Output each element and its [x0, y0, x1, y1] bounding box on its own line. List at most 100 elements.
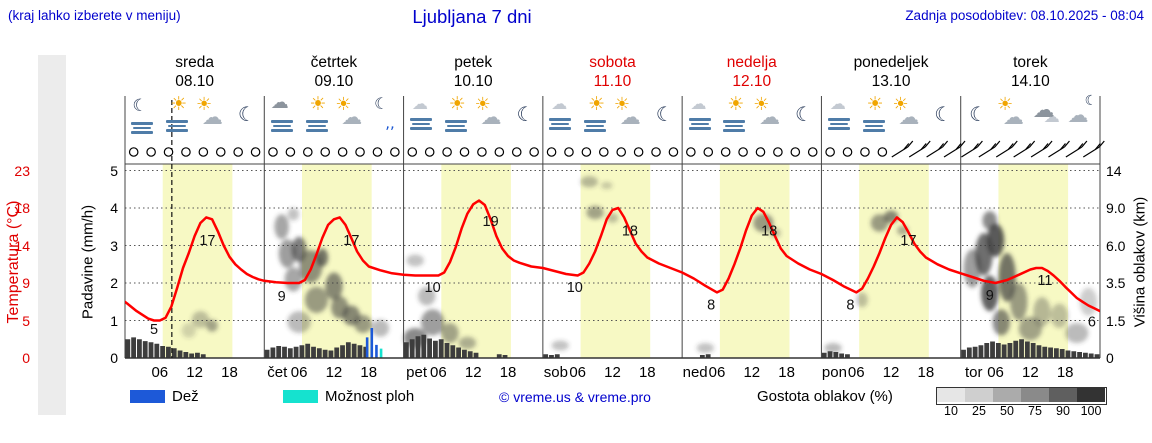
cloud-layer — [181, 176, 1098, 353]
x-axis-hour-label: 12 — [1022, 364, 1039, 381]
cloud-cover-symbol — [842, 147, 853, 157]
wind-barb-icon — [1065, 140, 1088, 158]
weather-icon-moon: ☾ — [648, 98, 682, 138]
glyph: ☁ — [1067, 103, 1089, 127]
day-date: 13.10 — [871, 73, 911, 90]
glyph: ☀ — [309, 93, 327, 115]
cloud-height-tick: 0 — [1106, 350, 1114, 366]
glyph: ☁ — [690, 94, 707, 113]
cloud-density-swatch — [965, 388, 993, 402]
x-axis-hour-label: 06 — [709, 364, 726, 381]
glyph: ☁ — [619, 105, 641, 129]
cloud-height-tick: 9.0 — [1106, 200, 1126, 216]
weather-icon-moon: ☾ — [508, 98, 542, 138]
glyph: ☀ — [727, 93, 745, 115]
x-axis-hour-label: 12 — [743, 364, 760, 381]
weather-icon-fog: ☁ — [822, 96, 856, 138]
cloud-cover-symbol — [459, 147, 470, 157]
x-axis-hour-label: 18 — [778, 364, 795, 381]
weather-icon-fog-sun: ☀ — [160, 93, 194, 138]
cloud-cover-symbol — [773, 147, 783, 157]
cloud-density-swatch — [937, 388, 965, 402]
weather-icon-sun-cloud: ☀ ☁ — [195, 96, 229, 138]
glyph: ☁ — [411, 94, 428, 113]
page-title: Ljubljana 7 dni — [412, 6, 532, 27]
temp-label: 17 — [199, 233, 215, 249]
cloud-cover-symbol — [494, 147, 505, 157]
cloud-density-tick: 50 — [1000, 404, 1014, 418]
plot-frame — [124, 96, 1101, 359]
cloud-cover-symbol — [616, 147, 627, 157]
fog-line — [444, 120, 467, 123]
glyph: ☾ — [655, 102, 674, 126]
x-axis-hour-label: 18 — [500, 364, 517, 381]
weather-icon-sun-cloud: ☀ ☁ — [996, 96, 1030, 138]
cloud-density-tick: 100 — [1080, 404, 1102, 418]
glyph: ☀ — [170, 93, 188, 115]
wind-barb-icon — [943, 140, 966, 158]
day-name: ponedeljek — [853, 54, 929, 71]
fog-line — [305, 120, 328, 123]
x-axis-hour-label: 18 — [1057, 364, 1074, 381]
weather-icon-moon: ☾ — [230, 98, 264, 138]
cloud-cover-symbol — [755, 147, 766, 157]
cloud-cover-symbol — [860, 147, 870, 157]
glyph: ☾ — [516, 102, 535, 126]
cloud-cover-symbol — [598, 147, 609, 157]
glyph: ☀ — [753, 94, 770, 115]
day-name: nedelja — [726, 54, 777, 71]
cloud-cover-symbol — [529, 147, 539, 157]
weather-icon-fog: ☁ — [543, 96, 577, 138]
wind-barb-icon — [978, 140, 1001, 158]
cloud-cover-symbol — [564, 147, 574, 157]
fog-line — [270, 120, 293, 123]
fog-line — [131, 131, 154, 134]
x-axis-hour-label: 18 — [918, 364, 935, 381]
x-axis-hour-label: 06 — [848, 364, 865, 381]
precipitation-tick: 1 — [110, 312, 118, 329]
wind-barb-icon — [961, 140, 983, 158]
fog-line — [862, 129, 885, 132]
fog-line — [444, 129, 467, 132]
glyph: ☁ — [759, 105, 781, 129]
cloud-cover-symbol — [790, 147, 801, 157]
x-axis-day-label: sob — [544, 364, 568, 381]
cloud-cover-symbol — [651, 147, 661, 157]
glyph: ☾ — [969, 102, 988, 126]
weather-icon-fog: ☁ — [683, 94, 717, 138]
weather-icon-sun-cloud: ☀ ☁ — [613, 94, 647, 138]
cloud-cover-symbol — [633, 147, 644, 157]
fog-line — [723, 129, 746, 132]
fog-line — [166, 120, 189, 123]
weather-icon-moon: ☾ — [926, 98, 960, 138]
temperature-tick: 18 — [14, 200, 30, 216]
weather-icon-fog-cloud: ☁ — [265, 94, 299, 138]
weather-icon-fog-sun: ☀ — [857, 95, 891, 138]
cloud-cover-symbol — [686, 147, 696, 157]
temperature-tick: 14 — [14, 237, 30, 254]
weather-icon-sun-cloud: ☀ ☁ — [752, 94, 786, 138]
cloud-cover-symbol — [163, 147, 174, 157]
copyright-link[interactable]: © vreme.us & vreme.pro — [499, 389, 651, 405]
cloud-height-tick: 14 — [1106, 162, 1122, 179]
cloud-density-scale — [936, 387, 1107, 405]
x-axis-day-label: pon — [822, 364, 847, 381]
cloud-height-tick: 1.5 — [1106, 312, 1126, 329]
glyph: ☁ — [898, 105, 920, 129]
weather-icon-fog: ☁ — [404, 94, 438, 138]
weather-icon-fog-sun: ☀ — [578, 95, 612, 138]
temp-label: 5 — [150, 322, 158, 338]
day-header-ponedeljek: ponedeljek 13.10 — [821, 53, 960, 91]
fog-line — [307, 124, 326, 128]
glyph: ☾ — [132, 96, 148, 116]
wind-barb-icon — [995, 140, 1018, 158]
glyph: ☾ — [374, 94, 389, 113]
cloud-cover-symbol — [233, 147, 243, 157]
weather-icon-sun-cloud: ☀ ☁ — [474, 96, 508, 138]
glyph: ☀ — [613, 94, 631, 115]
cloud-density-swatch — [993, 388, 1021, 402]
fog-line — [409, 118, 432, 121]
x-axis-day-label: ned — [683, 364, 708, 381]
fog-line — [864, 124, 883, 128]
